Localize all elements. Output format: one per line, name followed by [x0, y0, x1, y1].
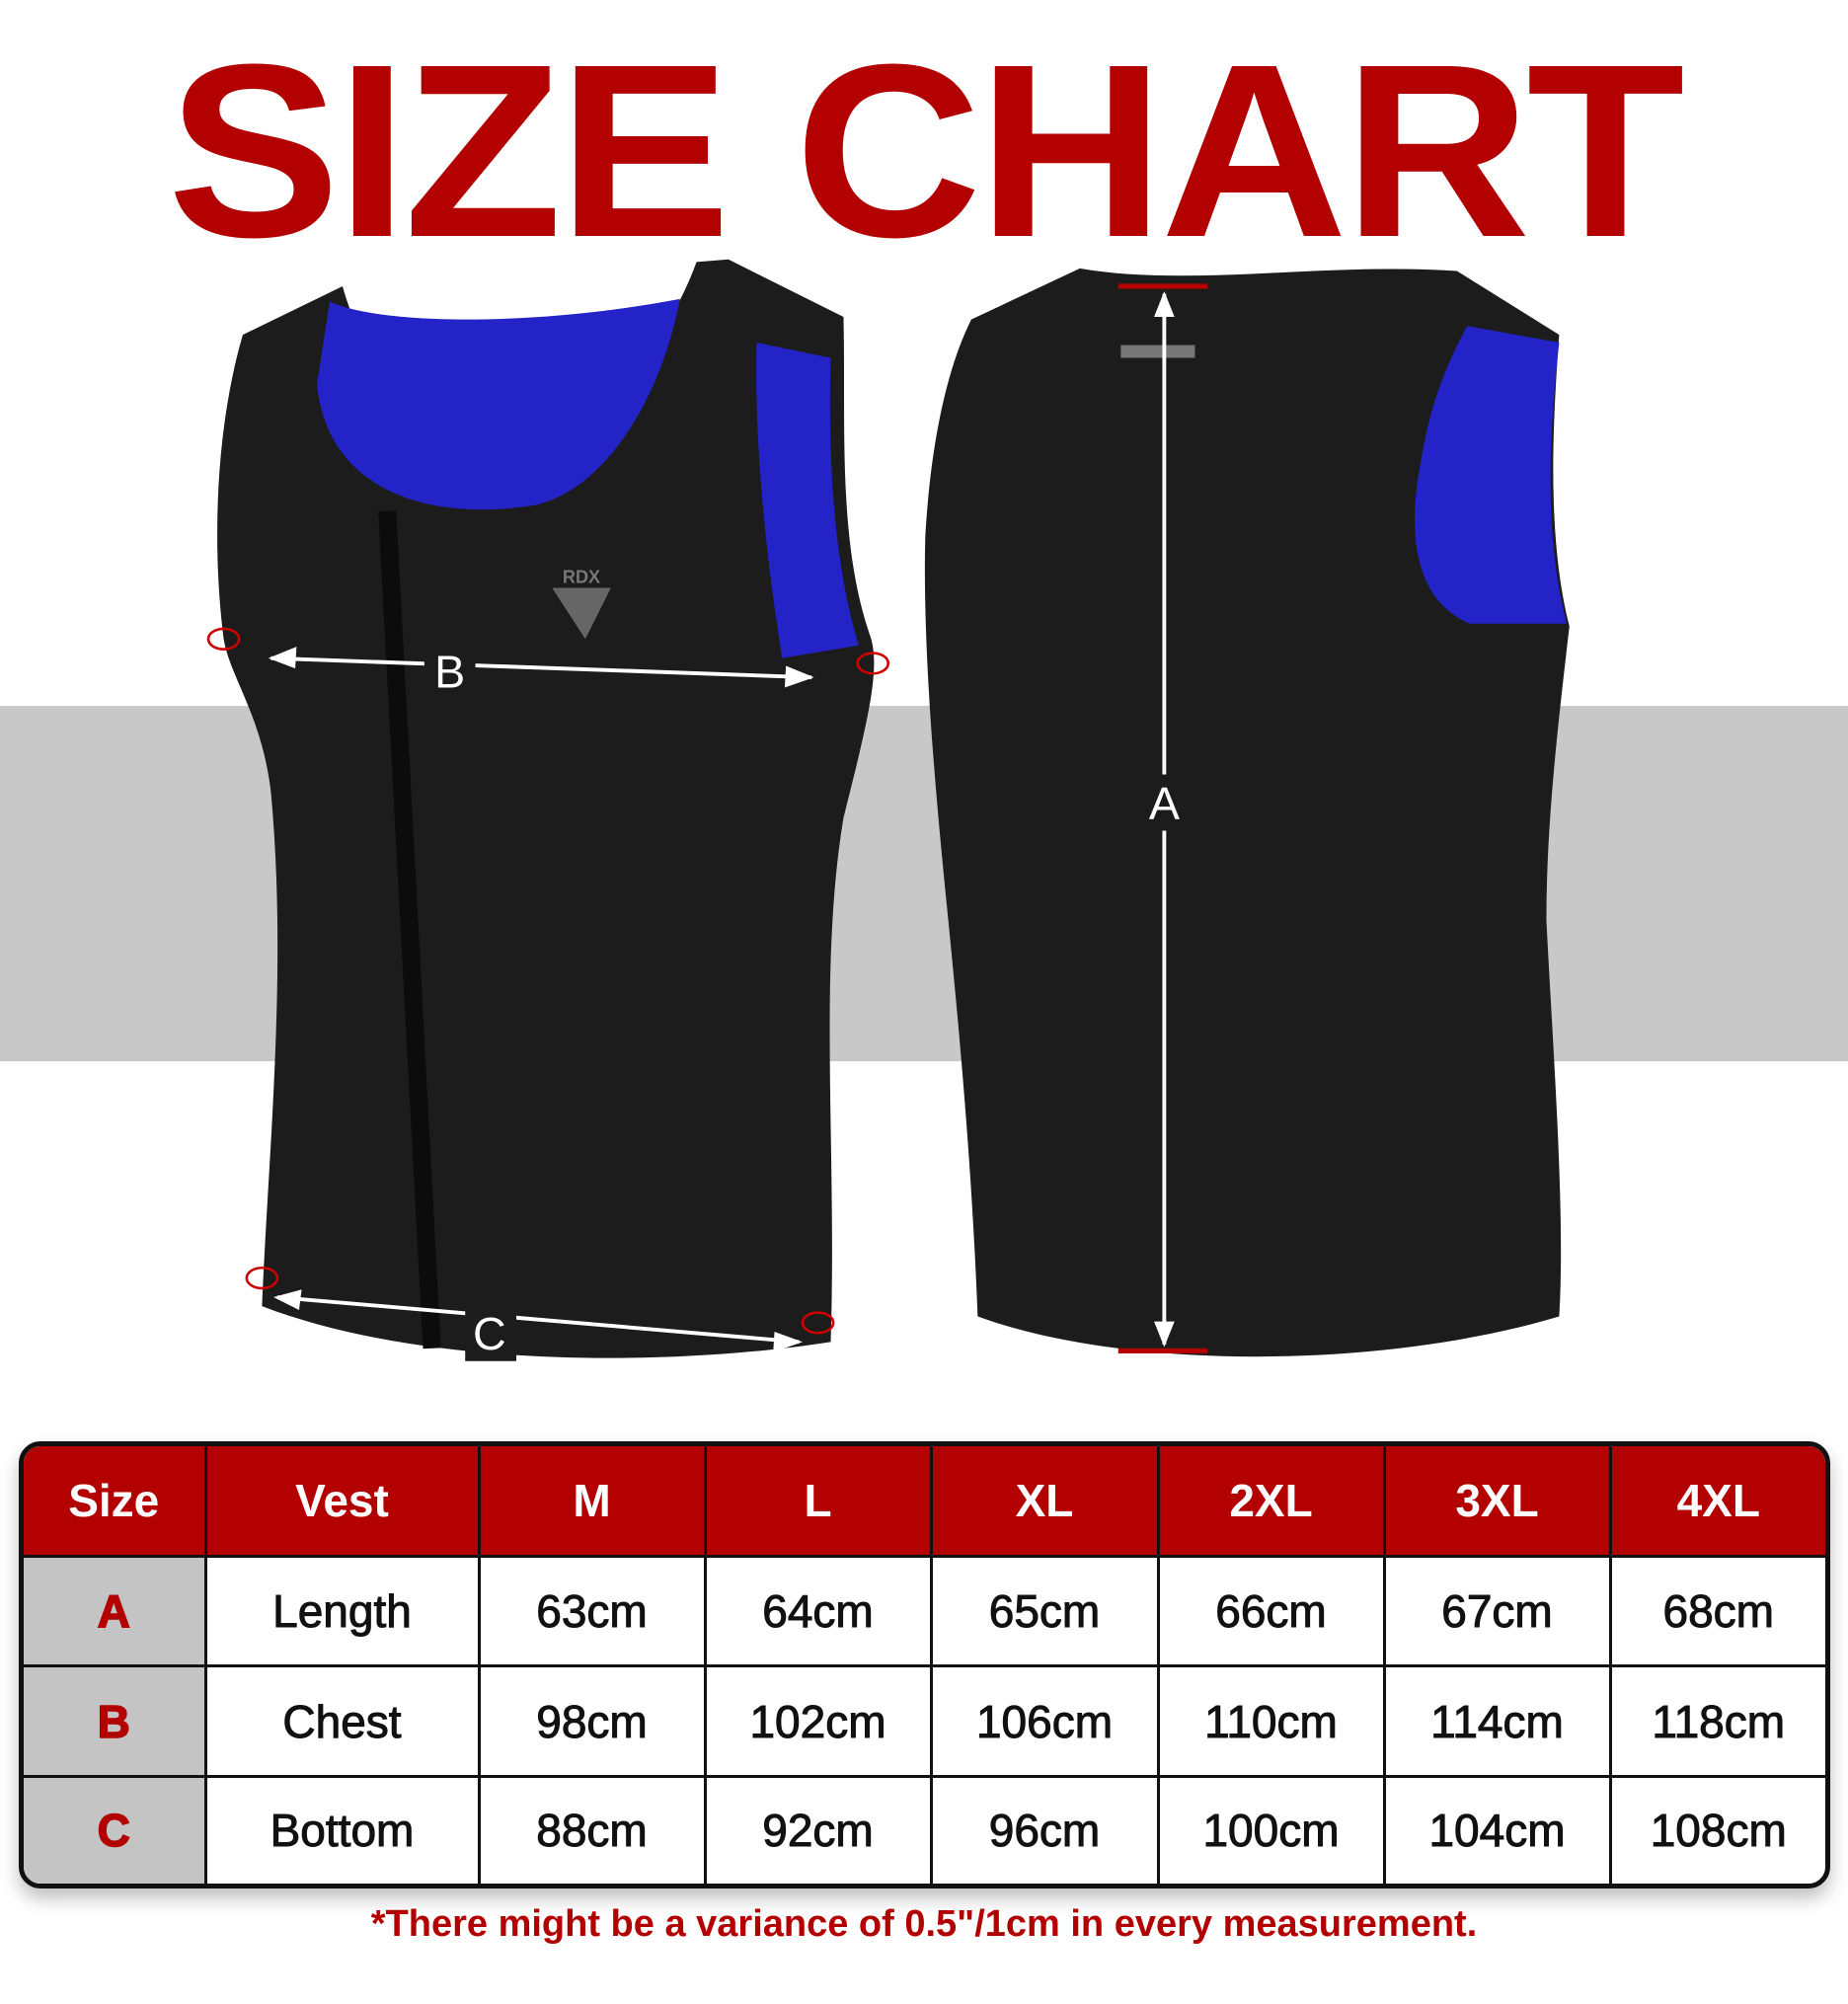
front-neck-lining [317, 298, 680, 510]
logo-text: RDX [563, 567, 600, 586]
size-table: Size Vest M L XL 2XL 3XL 4XL A Length 63… [19, 1441, 1830, 1888]
row-name: Length [203, 1554, 481, 1668]
header-size: Size [24, 1446, 207, 1558]
header-l: L [703, 1446, 933, 1558]
cell: 102cm [703, 1664, 933, 1778]
header-3xl: 3XL [1382, 1446, 1612, 1558]
cell: 66cm [1156, 1554, 1386, 1668]
rdx-logo: RDX [552, 567, 611, 640]
cell: 108cm [1608, 1774, 1825, 1884]
page-title: SIZE CHART [167, 13, 1685, 288]
chest-measure-line [270, 655, 812, 680]
row-key: B [24, 1664, 207, 1778]
table-row: B Chest 98cm 102cm 106cm 110cm 114cm 118… [24, 1664, 1825, 1778]
cell: 68cm [1608, 1554, 1825, 1668]
front-vest: RDX B C [206, 259, 890, 1361]
cell: 118cm [1608, 1664, 1825, 1778]
row-name: Bottom [203, 1774, 481, 1884]
cell: 98cm [477, 1664, 707, 1778]
back-armhole-lining [1415, 326, 1568, 624]
cell: 92cm [703, 1774, 933, 1884]
header-2xl: 2XL [1156, 1446, 1386, 1558]
header-4xl: 4XL [1608, 1446, 1825, 1558]
back-vest-body [924, 268, 1570, 1357]
reflective-strip [1120, 345, 1195, 358]
table-row: C Bottom 88cm 92cm 96cm 100cm 104cm 108c… [24, 1774, 1825, 1884]
table-header-row: Size Vest M L XL 2XL 3XL 4XL [24, 1446, 1825, 1558]
row-key: A [24, 1554, 207, 1668]
cell: 67cm [1382, 1554, 1612, 1668]
cell: 114cm [1382, 1664, 1612, 1778]
cell: 100cm [1156, 1774, 1386, 1884]
bottom-label: C [473, 1308, 506, 1359]
vest-diagram: RDX B C A [206, 259, 1570, 1361]
bottom-measure-line [276, 1295, 800, 1345]
cell: 64cm [703, 1554, 933, 1668]
cell: 110cm [1156, 1664, 1386, 1778]
header-vest: Vest [203, 1446, 481, 1558]
cell: 96cm [929, 1774, 1160, 1884]
chest-label: B [434, 646, 465, 697]
zipper [378, 510, 441, 1349]
header-xl: XL [929, 1446, 1160, 1558]
header-m: M [477, 1446, 707, 1558]
row-name: Chest [203, 1664, 481, 1778]
cell: 104cm [1382, 1774, 1612, 1884]
cell: 88cm [477, 1774, 707, 1884]
table-row: A Length 63cm 64cm 65cm 66cm 67cm 68cm [24, 1554, 1825, 1668]
cell: 65cm [929, 1554, 1160, 1668]
front-armhole-lining [756, 342, 859, 658]
cell: 63cm [477, 1554, 707, 1668]
footnote: *There might be a variance of 0.5"/1cm i… [370, 1903, 1478, 1945]
length-label: A [1149, 778, 1180, 829]
row-key: C [24, 1774, 207, 1884]
cell: 106cm [929, 1664, 1160, 1778]
back-vest: A [924, 268, 1570, 1357]
